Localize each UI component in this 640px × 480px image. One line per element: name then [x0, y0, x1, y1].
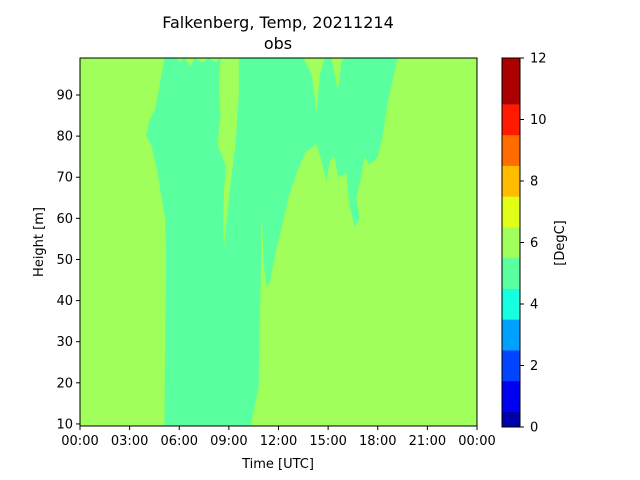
x-tick-label: 12:00	[260, 434, 297, 449]
y-tick-label: 60	[56, 212, 73, 227]
colorbar-bin	[502, 411, 520, 428]
chart-subtitle: obs	[264, 34, 292, 53]
y-axis: 10 20 30 40 50 60 70 80 90	[56, 89, 80, 432]
colorbar-bin	[502, 350, 520, 382]
y-tick-label: 80	[56, 130, 73, 145]
contour-region-5	[146, 58, 398, 426]
y-tick-label: 30	[56, 335, 73, 350]
x-tick-label: 21:00	[409, 434, 446, 449]
x-tick-label: 15:00	[309, 434, 346, 449]
colorbar-bin	[502, 288, 520, 320]
colorbar-tick-label: 10	[530, 113, 547, 128]
colorbar-tick-label: 8	[530, 175, 538, 190]
colorbar-tick-label: 4	[530, 298, 538, 313]
colorbar-tick-label: 2	[530, 359, 538, 374]
x-tick-label: 09:00	[210, 434, 247, 449]
colorbar-bin	[502, 104, 520, 136]
x-tick-label: 03:00	[111, 434, 148, 449]
x-tick-label: 00:00	[61, 434, 98, 449]
colorbar-bin	[502, 380, 520, 412]
x-tick-label: 18:00	[359, 434, 396, 449]
colorbar-bin	[502, 58, 520, 105]
y-tick-label: 50	[56, 253, 73, 268]
colorbar-tick-label: 12	[530, 52, 547, 67]
y-tick-label: 20	[56, 376, 73, 391]
y-axis-label: Height [m]	[32, 207, 47, 277]
colorbar-bin	[502, 196, 520, 228]
colorbar-tick-label: 0	[530, 421, 538, 436]
plot-area	[79, 57, 478, 427]
colorbar-bin	[502, 257, 520, 289]
colorbar-bin	[502, 319, 520, 351]
colorbar-bin	[502, 165, 520, 197]
y-tick-label: 70	[56, 171, 73, 186]
colorbar-tick-label: 6	[530, 236, 538, 251]
x-tick-label: 00:00	[458, 434, 495, 449]
y-tick-label: 10	[56, 417, 73, 432]
colorbar: 0 2 4 6 8 10 12	[501, 52, 547, 436]
x-axis: 00:00 03:00 06:00 09:00 12:00 15:00 18:00 21:00…	[61, 426, 496, 449]
chart-title: Falkenberg, Temp, 20211214	[162, 13, 394, 32]
y-tick-label: 90	[56, 89, 73, 104]
colorbar-label: [DegC]	[553, 220, 568, 265]
colorbar-bin	[502, 134, 520, 166]
y-tick-label: 40	[56, 294, 73, 309]
x-axis-label: Time [UTC]	[241, 457, 314, 472]
colorbar-bin	[502, 227, 520, 259]
x-tick-label: 06:00	[161, 434, 198, 449]
